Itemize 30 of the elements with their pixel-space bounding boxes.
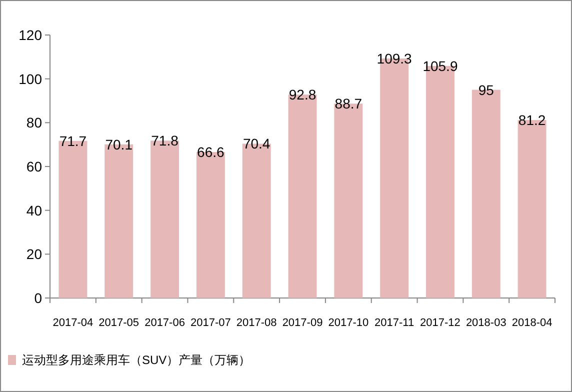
x-tick: 2018-03 [466, 317, 506, 329]
x-tick: 2017-07 [190, 317, 231, 329]
x-tick: 2017-05 [98, 317, 140, 329]
data-label: 71.8 [151, 132, 178, 149]
x-tick: 2017-12 [420, 317, 460, 329]
x-tick: 2017-08 [236, 317, 277, 329]
y-tick: 120 [18, 27, 42, 43]
x-tick: 2017-06 [144, 317, 185, 329]
y-tick: 0 [34, 290, 42, 306]
x-tick: 2018-04 [512, 317, 552, 329]
data-label: 66.6 [197, 144, 224, 160]
y-tick: 20 [26, 246, 42, 262]
data-label: 105.9 [422, 58, 458, 74]
data-label: 95 [478, 82, 494, 98]
data-label: 70.1 [105, 136, 132, 152]
data-label: 88.7 [334, 96, 362, 112]
x-tick: 2017-11 [374, 317, 414, 329]
legend-label: 运动型多用途乘用车（SUV）产量（万辆） [22, 353, 251, 367]
y-tick: 40 [26, 202, 42, 218]
y-tick: 60 [26, 158, 42, 174]
x-tick: 2017-09 [282, 317, 323, 329]
x-tick: 2017-10 [328, 317, 369, 329]
data-label: 81.2 [518, 112, 546, 128]
data-label: 70.4 [242, 136, 270, 152]
y-tick: 80 [26, 114, 42, 131]
y-tick: 100 [18, 70, 42, 87]
data-label: 71.7 [59, 132, 87, 149]
data-label: 92.8 [288, 86, 316, 103]
x-tick: 2017-04 [52, 317, 94, 329]
data-label: 109.3 [376, 50, 412, 66]
